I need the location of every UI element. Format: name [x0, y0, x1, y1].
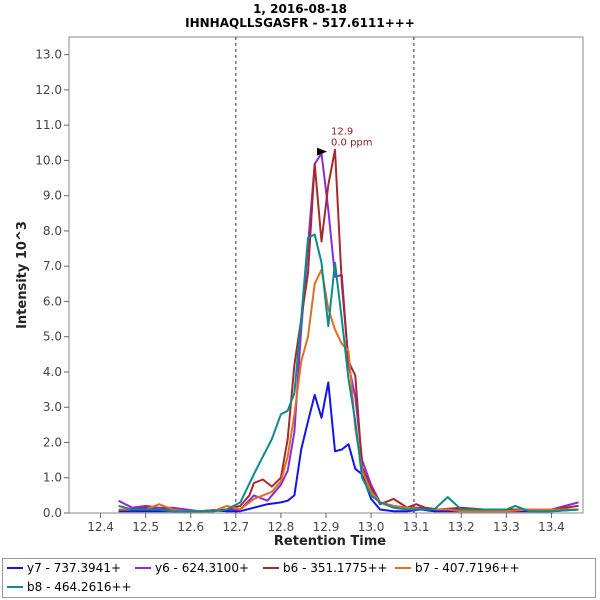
- legend-item: b6 - 351.1775++: [263, 561, 388, 575]
- chart-subtitle: IHNHAQLLSGASFR - 517.6111+++: [185, 16, 415, 30]
- x-tick-label: 12.6: [177, 520, 204, 534]
- plot-area: [68, 36, 584, 514]
- x-axis-label: Retention Time: [274, 534, 386, 549]
- x-tick-label: 12.5: [132, 520, 159, 534]
- x-tick-label: 13.4: [538, 520, 565, 534]
- y-tick-label: 12.0: [35, 83, 62, 97]
- y-tick-label: 7.0: [43, 259, 62, 273]
- legend-label: y6 - 624.3100+: [155, 561, 250, 575]
- y-tick-label: 11.0: [35, 118, 62, 132]
- legend-swatch: [135, 567, 151, 569]
- y-tick-label: 9.0: [43, 189, 62, 203]
- y-axis-label: Intensity 10^3: [15, 221, 30, 329]
- legend-item: y6 - 624.3100+: [135, 561, 249, 575]
- integration-bounds: [235, 37, 415, 513]
- y-tick-label: 8.0: [43, 224, 62, 238]
- peak-marker: [317, 147, 327, 156]
- legend-swatch: [7, 586, 23, 588]
- legend-label: b7 - 407.7196++: [415, 561, 520, 575]
- y-tick-label: 2.0: [43, 435, 62, 449]
- legend-item: b8 - 464.2616++: [7, 580, 132, 594]
- y-axis: 0.0 1.0 2.0 3.0 4.0 5.0 6.0 7.0 8.0 9.0 10.0 11.0 12…: [35, 48, 69, 520]
- x-tick-label: 12.9: [313, 520, 340, 534]
- legend-item: y7 - 737.3941+: [7, 561, 121, 575]
- y-tick-label: 10.0: [35, 153, 62, 167]
- y-tick-label: 1.0: [43, 471, 62, 485]
- y-tick-label: 3.0: [43, 400, 62, 414]
- chart-title: 1, 2016-08-18: [253, 2, 347, 16]
- y-tick-label: 0.0: [43, 506, 62, 520]
- y-tick-label: 6.0: [43, 294, 62, 308]
- legend-label: b6 - 351.1775++: [283, 561, 388, 575]
- peak-label: 12.9: [331, 127, 353, 138]
- x-axis: 12.4 12.5 12.6 12.7 12.8 12.9 13.0 13.1 13.2 13.3…: [87, 513, 565, 534]
- legend-label: b8 - 464.2616++: [27, 580, 132, 594]
- legend-swatch: [7, 567, 23, 569]
- y-tick-label: 5.0: [43, 330, 62, 344]
- peak-sublabel: 0.0 ppm: [331, 138, 373, 149]
- y-tick-label: 13.0: [35, 48, 62, 62]
- legend-swatch: [263, 567, 279, 569]
- series-line-4: [118, 233, 579, 513]
- x-tick-label: 13.3: [493, 520, 520, 534]
- series-group: [118, 148, 579, 513]
- legend: y7 - 737.3941+ y6 - 624.3100+ b6 - 351.177…: [2, 558, 596, 598]
- legend-label: y7 - 737.3941+: [27, 561, 122, 575]
- x-tick-label: 13.1: [403, 520, 430, 534]
- x-tick-label: 13.0: [358, 520, 385, 534]
- legend-item: b7 - 407.7196++: [395, 561, 520, 575]
- peak-annotation: 12.9 0.0 ppm: [317, 127, 373, 156]
- x-tick-label: 12.7: [222, 520, 249, 534]
- y-tick-label: 4.0: [43, 365, 62, 379]
- legend-swatch: [395, 567, 411, 569]
- chart: 1, 2016-08-18 IHNHAQLLSGASFR - 517.6111+…: [15, 2, 584, 549]
- x-tick-label: 13.2: [448, 520, 475, 534]
- x-tick-label: 12.8: [268, 520, 295, 534]
- x-tick-label: 12.4: [87, 520, 114, 534]
